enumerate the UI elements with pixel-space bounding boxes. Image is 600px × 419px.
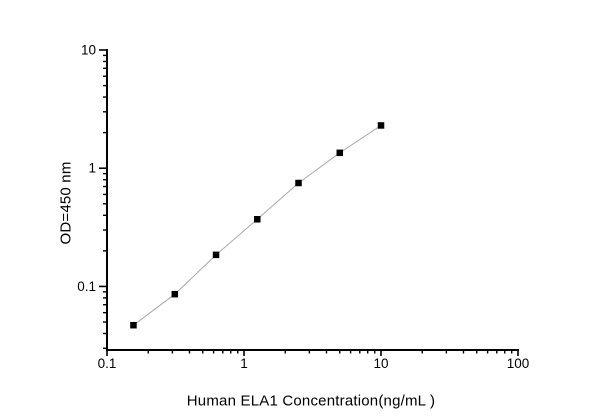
- data-point-marker: [295, 179, 302, 187]
- series-line: [133, 125, 382, 326]
- x-tick-label: 10: [373, 356, 388, 371]
- data-point-marker: [254, 216, 261, 223]
- y-tick-label: 10: [81, 43, 96, 58]
- data-point-marker: [336, 149, 344, 157]
- x-tick-label: 1: [240, 356, 248, 371]
- x-tick-label: 100: [507, 356, 530, 371]
- data-point-marker: [377, 122, 385, 129]
- y-tick-label: 1: [88, 161, 96, 176]
- y-axis-title: OD=450 nm: [57, 161, 75, 245]
- data-point-marker: [212, 251, 220, 259]
- y-tick-label: 0.1: [77, 279, 96, 294]
- x-tick-label: 0.1: [98, 356, 117, 371]
- x-axis-title: Human ELA1 Concentration(ng/mL ): [186, 392, 436, 410]
- data-point-marker: [130, 321, 137, 329]
- data-point-marker: [171, 290, 179, 298]
